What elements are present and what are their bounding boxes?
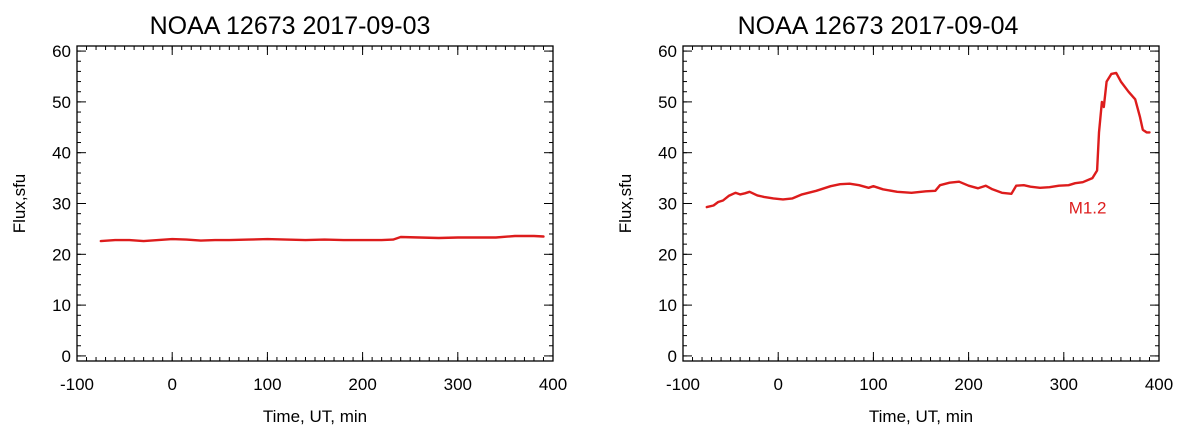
x-tick-label: 100 <box>859 375 887 394</box>
y-tick-label: 20 <box>52 245 71 264</box>
y-tick-label: 0 <box>668 347 677 366</box>
x-axis-label: Time, UT, min <box>263 407 367 426</box>
y-tick-label: 60 <box>658 42 677 61</box>
chart-title: NOAA 12673 2017-09-04 <box>738 12 1019 40</box>
y-tick-label: 10 <box>658 296 677 315</box>
chart-panel-2: NOAA 12673 2017-09-04 -100 0 100 200 300 400 0 1… <box>616 12 1173 426</box>
y-tick-label: 50 <box>658 93 677 112</box>
x-tick-label: 400 <box>1145 375 1173 394</box>
x-tick-label: -100 <box>666 375 700 394</box>
x-tick-label: 400 <box>539 375 567 394</box>
x-tick-label: 200 <box>954 375 982 394</box>
plot-frame <box>76 45 554 362</box>
x-tick-label: 0 <box>773 375 782 394</box>
y-tick-label: 10 <box>52 296 71 315</box>
y-axis-label: Flux,sfu <box>616 174 635 234</box>
y-tick-label: 40 <box>658 144 677 163</box>
x-tick-label: 300 <box>444 375 472 394</box>
series-line-1 <box>99 234 545 243</box>
x-tick-label: 0 <box>167 375 176 394</box>
flare-class-label: M1.2 <box>1069 199 1107 218</box>
y-tick-label: 40 <box>52 144 71 163</box>
x-tick-label: 100 <box>253 375 281 394</box>
y-tick-label: 60 <box>52 42 71 61</box>
x-tick-label: -100 <box>60 375 94 394</box>
y-tick-label: 30 <box>52 195 71 214</box>
y-tick-label: 50 <box>52 93 71 112</box>
x-tick-label: 200 <box>348 375 376 394</box>
y-tick-label: 30 <box>658 195 677 214</box>
chart-panel-1: NOAA 12673 2017-09-03 -100 0 100 200 300 400 0 1… <box>10 12 567 426</box>
chart-title: NOAA 12673 2017-09-03 <box>150 12 431 40</box>
plot-frame <box>682 45 1160 362</box>
series-line-1 <box>705 71 1151 209</box>
y-tick-label: 0 <box>62 347 71 366</box>
y-tick-label: 20 <box>658 245 677 264</box>
y-axis-label: Flux,sfu <box>10 174 29 234</box>
x-axis-label: Time, UT, min <box>869 407 973 426</box>
x-tick-label: 300 <box>1050 375 1078 394</box>
